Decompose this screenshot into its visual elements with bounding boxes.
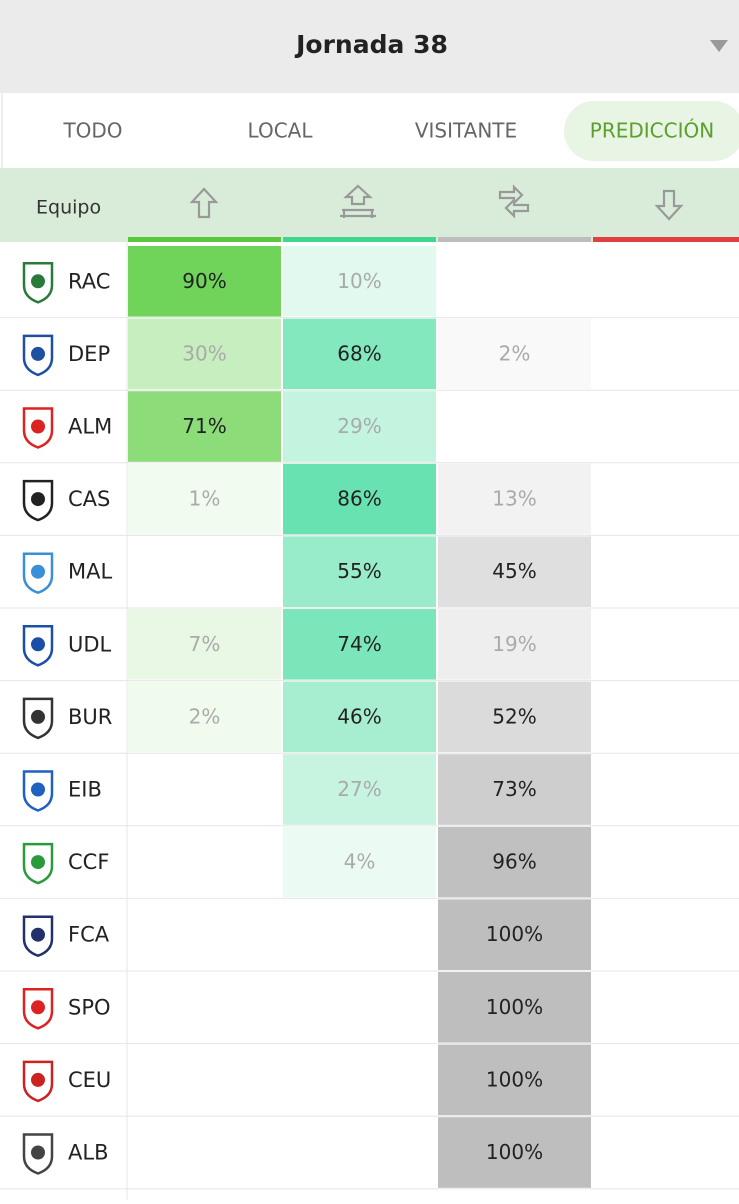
cell-value: 100% xyxy=(486,1140,543,1164)
cell-value: 13% xyxy=(492,487,536,511)
cell-bg xyxy=(128,681,281,753)
team-logo-center xyxy=(31,419,45,434)
team-code: RAC xyxy=(68,269,110,293)
cell-value: 74% xyxy=(337,632,381,656)
team-code: CAS xyxy=(68,487,110,511)
team-logo-center xyxy=(31,927,45,942)
cell-value: 52% xyxy=(492,704,536,728)
top-bar xyxy=(0,0,739,93)
team-logo-center xyxy=(31,782,45,797)
cell-bg xyxy=(438,826,591,898)
team-code: EIB xyxy=(68,778,102,802)
cell-bg xyxy=(128,246,281,317)
dropdown-arrow[interactable] xyxy=(710,40,728,52)
active-tab-bg xyxy=(564,101,739,161)
cell-value: 45% xyxy=(492,559,536,583)
cell-value: 71% xyxy=(182,414,226,438)
cell-bg xyxy=(438,463,591,535)
cell-bg xyxy=(438,681,591,753)
cell-value: 19% xyxy=(492,632,536,656)
cell-value: 86% xyxy=(337,487,381,511)
cell-value: 73% xyxy=(492,777,536,801)
cell-value: 1% xyxy=(189,487,221,511)
team-header: Equipo xyxy=(36,197,101,219)
team-logo-center xyxy=(31,1145,45,1160)
cell-value: 100% xyxy=(486,995,543,1019)
icon-relegate xyxy=(654,189,684,221)
team-code: CEU xyxy=(68,1068,111,1092)
cell-bg xyxy=(283,681,436,753)
team-logo-center xyxy=(31,1000,45,1015)
cell-value: 27% xyxy=(337,777,381,801)
cell-value: 7% xyxy=(189,632,221,656)
team-logo-center xyxy=(31,492,45,507)
cell-value: 100% xyxy=(486,1067,543,1091)
icon-stay xyxy=(498,184,530,219)
cell-bg xyxy=(283,463,436,535)
cell-value: 90% xyxy=(182,269,226,293)
team-logo-center xyxy=(31,564,45,579)
cell-value: 4% xyxy=(344,850,376,874)
team-logo-center xyxy=(31,637,45,652)
cell-bg xyxy=(283,246,436,317)
icon-promote xyxy=(189,187,219,219)
team-logo-center xyxy=(31,274,45,289)
tab[interactable]: LOCAL xyxy=(248,119,314,143)
team-logo-center xyxy=(31,346,45,361)
stay-bar xyxy=(438,237,591,242)
title: Jornada 38 xyxy=(294,30,448,59)
team-code: DEP xyxy=(68,342,110,366)
team-logo-center xyxy=(31,1072,45,1087)
cell-bg xyxy=(283,826,436,898)
cell-value: 100% xyxy=(486,922,543,946)
cell-value: 30% xyxy=(182,341,226,365)
cell-bg xyxy=(283,391,436,462)
relegate-bar xyxy=(593,237,739,242)
cell-bg xyxy=(438,1044,591,1116)
team-code: ALM xyxy=(68,415,112,439)
cell-bg xyxy=(438,1117,591,1188)
cell-bg xyxy=(128,318,281,390)
team-code: UDL xyxy=(68,632,112,656)
cell-bg xyxy=(283,609,436,680)
team-logo-center xyxy=(31,855,45,870)
cell-value: 10% xyxy=(337,269,381,293)
cell-bg xyxy=(438,972,591,1043)
team-code: CCF xyxy=(68,850,109,874)
cell-bg xyxy=(128,463,281,535)
cell-bg xyxy=(128,391,281,462)
cell-bg xyxy=(283,536,436,607)
team-code: MAL xyxy=(68,560,112,584)
tab[interactable]: PREDICCIÓN xyxy=(590,119,714,143)
cell-bg xyxy=(283,754,436,825)
team-code: SPO xyxy=(68,995,111,1019)
cell-value: 96% xyxy=(492,850,536,874)
playoff-bar xyxy=(283,237,436,242)
cell-bg xyxy=(438,754,591,825)
promote-bar xyxy=(128,237,281,242)
icon-playoff xyxy=(340,184,376,218)
tab[interactable]: VISITANTE xyxy=(415,119,517,143)
cell-value: 2% xyxy=(189,704,221,728)
cell-bg xyxy=(438,536,591,607)
cell-value: 29% xyxy=(337,414,381,438)
column-icons xyxy=(189,184,684,221)
cell-bg xyxy=(128,609,281,680)
team-code: FCA xyxy=(68,923,110,947)
cell-bg xyxy=(283,318,436,390)
cell-value: 2% xyxy=(499,341,531,365)
cell-bg xyxy=(438,899,591,970)
cell-bg xyxy=(438,318,591,390)
tab[interactable]: TODO xyxy=(62,119,122,143)
cell-value: 68% xyxy=(337,341,381,365)
team-logo-center xyxy=(31,709,45,724)
team-code: BUR xyxy=(68,705,112,729)
table-header-bg xyxy=(0,168,739,242)
team-code: ALB xyxy=(68,1141,108,1165)
cell-value: 46% xyxy=(337,704,381,728)
cell-bg xyxy=(438,609,591,680)
cell-value: 55% xyxy=(337,559,381,583)
